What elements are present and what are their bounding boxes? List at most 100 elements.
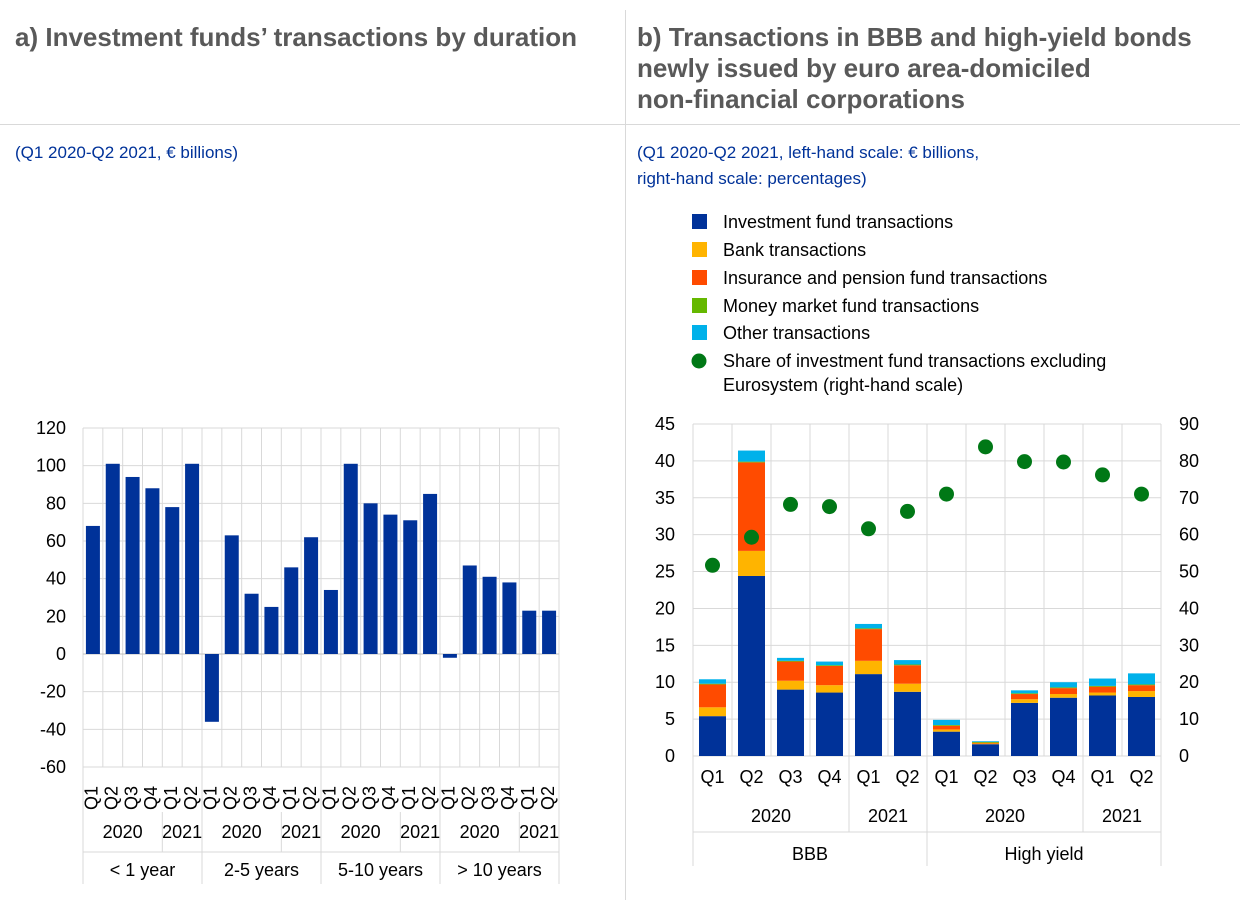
group-label: 5-10 years <box>338 860 423 880</box>
panel-b-subtitle: (Q1 2020-Q2 2021, left-hand scale: € bil… <box>637 140 979 192</box>
y2-tick-label: 80 <box>1179 451 1199 471</box>
bar-segment <box>738 461 765 463</box>
bar <box>522 610 537 654</box>
panel-divider <box>625 10 626 900</box>
x-tick-label: Q1 <box>82 786 102 810</box>
x-tick-label: Q3 <box>778 767 802 787</box>
y2-tick-label: 20 <box>1179 672 1199 692</box>
legend-label: Share of investment fund transactions ex… <box>723 351 1106 371</box>
bar-segment <box>855 623 882 629</box>
bar-segment <box>894 660 921 665</box>
y-tick-label: -40 <box>40 719 66 739</box>
x-tick-label: Q2 <box>181 786 201 810</box>
bar-segment <box>894 691 921 756</box>
y2-tick-label: 10 <box>1179 709 1199 729</box>
bar-segment <box>816 665 843 686</box>
x-tick-label: Q2 <box>221 786 241 810</box>
bar-segment <box>1050 688 1077 695</box>
bar-segment <box>855 629 882 661</box>
bar-segment <box>972 743 999 745</box>
bar-segment <box>777 680 804 690</box>
bar <box>304 537 319 654</box>
bar-segment <box>816 665 843 666</box>
y2-tick-label: 90 <box>1179 414 1199 434</box>
bar-segment <box>933 725 960 726</box>
bar-segment <box>1128 685 1155 692</box>
bar <box>482 576 497 654</box>
y-tick-label: 10 <box>655 672 675 692</box>
y-tick-label: 80 <box>46 493 66 513</box>
x-tick-label: Q1 <box>1090 767 1114 787</box>
title-separator <box>0 124 1240 125</box>
y-tick-label: 35 <box>655 488 675 508</box>
group-label: 2-5 years <box>224 860 299 880</box>
bar <box>145 488 160 654</box>
y-tick-label: 60 <box>46 531 66 551</box>
bar-segment <box>894 664 921 666</box>
bar-segment <box>699 679 726 684</box>
bar-segment <box>738 575 765 756</box>
panel-b-subtitle-line-1: (Q1 2020-Q2 2021, left-hand scale: € bil… <box>637 143 980 162</box>
year-label: 2021 <box>868 806 908 826</box>
bar-segment <box>933 725 960 730</box>
y2-tick-label: 70 <box>1179 488 1199 508</box>
y-tick-label: -60 <box>40 757 66 777</box>
bar-segment <box>699 707 726 717</box>
bar <box>542 610 557 654</box>
x-tick-label: Q1 <box>399 786 419 810</box>
y-tick-label: 15 <box>655 635 675 655</box>
bar <box>323 589 338 654</box>
share-point <box>939 486 954 502</box>
bar-segment <box>777 689 804 756</box>
x-tick-label: Q3 <box>478 786 498 810</box>
bar-segment <box>1128 673 1155 685</box>
bar-segment <box>1089 692 1116 696</box>
bar <box>403 520 418 654</box>
bar-segment <box>1089 685 1116 687</box>
bar-segment <box>1011 690 1038 694</box>
group-label: > 10 years <box>457 860 542 880</box>
year-label: 2020 <box>341 822 381 842</box>
x-tick-label: Q1 <box>856 767 880 787</box>
bar-segment <box>933 729 960 732</box>
bar <box>284 567 299 654</box>
bar <box>502 582 517 654</box>
share-point <box>1017 454 1032 470</box>
share-point <box>1056 454 1071 470</box>
legend-swatch <box>692 325 707 340</box>
legend-label: Insurance and pension fund transactions <box>723 268 1047 288</box>
bar-segment <box>972 741 999 742</box>
y-tick-label: 100 <box>36 456 66 476</box>
x-tick-label: Q2 <box>1129 767 1153 787</box>
x-tick-label: Q2 <box>459 786 479 810</box>
y-tick-label: 20 <box>46 606 66 626</box>
bar <box>165 507 180 654</box>
x-tick-label: Q2 <box>538 786 558 810</box>
panel-b-subtitle-line-2: right-hand scale: percentages) <box>637 169 867 188</box>
group-label: < 1 year <box>110 860 176 880</box>
y-tick-label: 45 <box>655 414 675 434</box>
legend-swatch <box>692 298 707 313</box>
x-tick-label: Q2 <box>419 786 439 810</box>
x-tick-label: Q1 <box>161 786 181 810</box>
year-label: 2020 <box>222 822 262 842</box>
bar-segment <box>894 683 921 692</box>
bar-segment <box>1050 687 1077 689</box>
x-tick-label: Q1 <box>934 767 958 787</box>
bar-segment <box>1050 697 1077 756</box>
bar <box>125 476 140 654</box>
bar-segment <box>699 716 726 756</box>
share-point <box>978 439 993 455</box>
bar-segment <box>933 731 960 756</box>
y2-tick-label: 0 <box>1179 746 1189 766</box>
legend-label: Investment fund transactions <box>723 212 953 232</box>
bar-segment <box>777 657 804 661</box>
bar-segment <box>1050 694 1077 698</box>
panel-b-title-line-3: non-financial corporations <box>637 84 965 114</box>
legend-swatch <box>692 214 707 229</box>
bar <box>343 463 358 654</box>
bar-segment <box>855 660 882 675</box>
bar-segment <box>1011 694 1038 700</box>
share-point <box>1095 467 1110 483</box>
bar-segment <box>777 660 804 662</box>
